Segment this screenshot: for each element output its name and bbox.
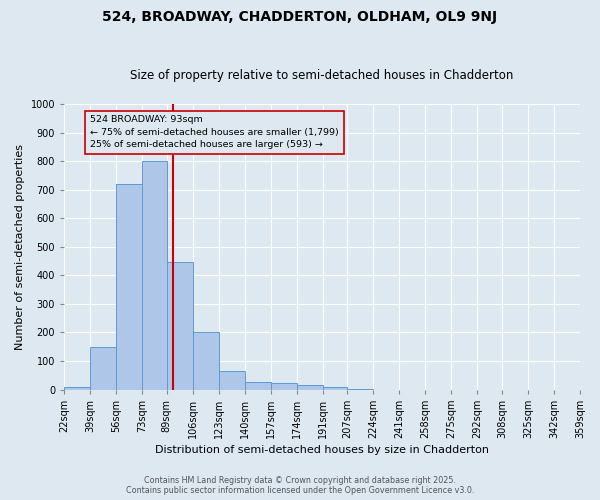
X-axis label: Distribution of semi-detached houses by size in Chadderton: Distribution of semi-detached houses by … [155, 445, 489, 455]
Bar [142, 161, 167, 390]
Bar [90, 348, 116, 390]
Text: 524 BROADWAY: 93sqm
← 75% of semi-detached houses are smaller (1,799)
25% of sem: 524 BROADWAY: 93sqm ← 75% of semi-detach… [90, 116, 339, 150]
Y-axis label: Number of semi-detached properties: Number of semi-detached properties [15, 144, 25, 350]
Bar [167, 262, 193, 390]
Bar [323, 387, 347, 390]
Bar [271, 383, 297, 390]
Bar [193, 332, 219, 390]
Text: Contains HM Land Registry data © Crown copyright and database right 2025.
Contai: Contains HM Land Registry data © Crown c… [126, 476, 474, 495]
Bar [116, 184, 142, 390]
Text: 524, BROADWAY, CHADDERTON, OLDHAM, OL9 9NJ: 524, BROADWAY, CHADDERTON, OLDHAM, OL9 9… [103, 10, 497, 24]
Bar [347, 388, 373, 390]
Bar [64, 386, 90, 390]
Title: Size of property relative to semi-detached houses in Chadderton: Size of property relative to semi-detach… [130, 69, 514, 82]
Bar [297, 385, 323, 390]
Bar [219, 371, 245, 390]
Bar [245, 382, 271, 390]
